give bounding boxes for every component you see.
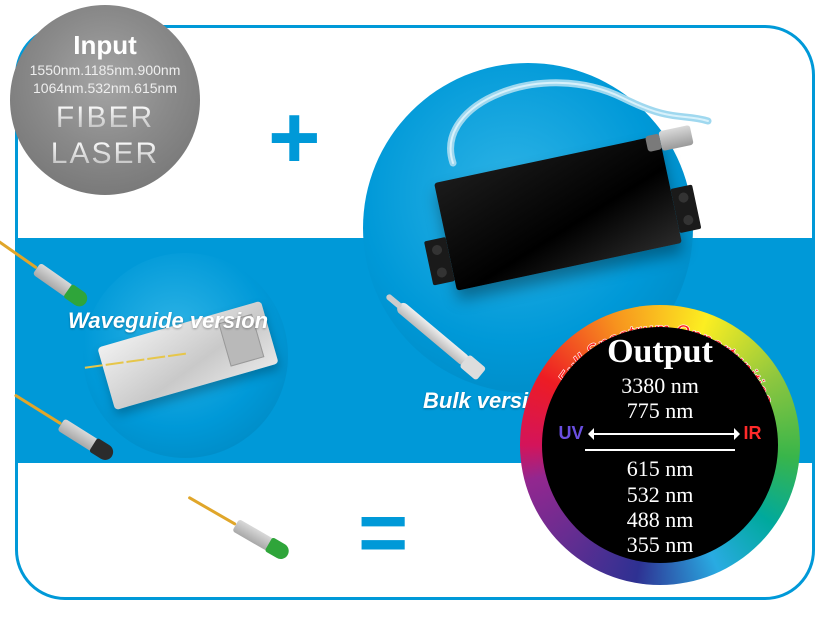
output-wl-top-1: 775 nm [627,398,694,423]
uv-ir-row: UV IR [558,423,761,444]
equals-symbol: = [358,508,404,560]
uv-ir-arrow [594,433,734,435]
input-title: Input [73,31,137,60]
bulk-device-body [434,135,682,290]
bulk-flange-left [424,237,455,286]
waveguide-version-circle [83,253,288,458]
input-wavelengths-1: 1550nm.1185nm.900nm [30,63,181,78]
bulk-flange-right [670,185,701,234]
output-disc-inner: Output 3380 nm 775 nm UV IR 615 nm 532 n… [542,327,778,563]
input-laser-text: LASER [51,139,159,169]
output-wl-top-0: 3380 nm [621,373,699,398]
plus-symbol: + [268,93,321,183]
waveguide-pins [85,353,186,369]
uv-label: UV [558,423,583,444]
bulk-device [434,135,682,290]
ir-label: IR [744,423,762,444]
input-circle: Input 1550nm.1185nm.900nm 1064nm.532nm.6… [10,5,200,195]
input-wavelengths-2: 1064nm.532nm.615nm [33,81,177,96]
output-wl-bot-3: 355 nm [627,532,694,557]
bulk-fiber-connector [658,125,693,151]
output-divider [585,449,735,451]
output-disc: Full Spectrum Opportunities Output 3380 … [520,305,800,585]
output-wl-bot-2: 488 nm [627,507,694,532]
pigtail-connector [232,519,274,551]
input-fiber-text: FIBER [56,103,154,133]
output-wl-bot-0: 615 nm [627,456,694,481]
output-title: Output [607,333,713,371]
waveguide-label: Waveguide version [68,308,268,334]
output-wl-bot-1: 532 nm [627,482,694,507]
